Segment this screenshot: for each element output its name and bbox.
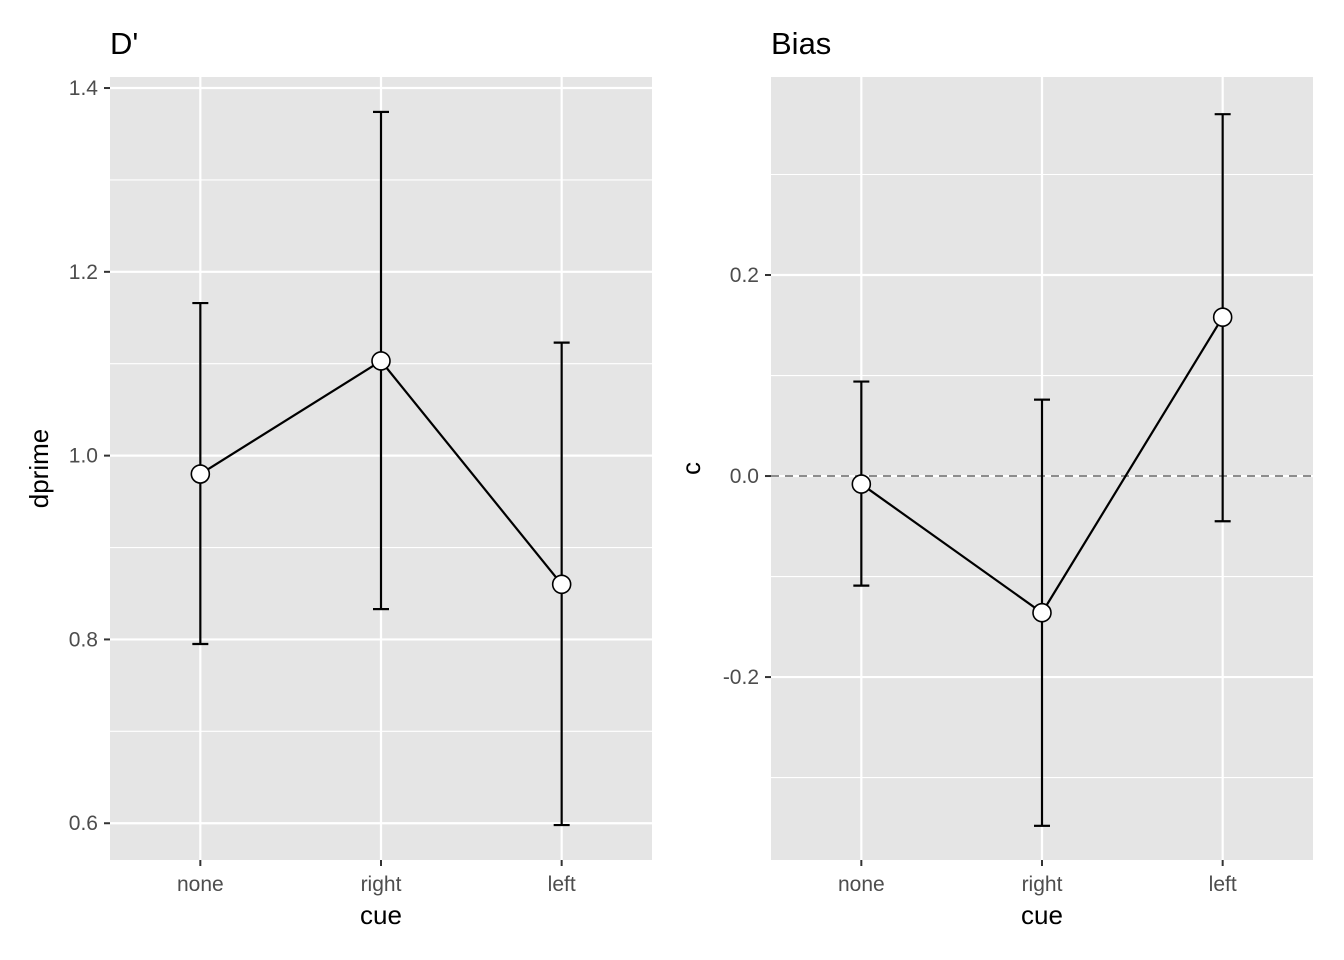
y-axis-title-dprime: dprime — [24, 429, 54, 508]
data-point-right — [1032, 602, 1052, 623]
x-tick-label-left: left — [548, 873, 576, 896]
data-point-none — [190, 464, 211, 484]
x-tick-label-left: left — [1209, 873, 1237, 896]
y-tick-label-bias: 0.0 — [730, 465, 759, 488]
y-tick-label-bias: 0.2 — [730, 264, 759, 287]
y-axis-title-bias: c — [676, 462, 706, 475]
x-tick-label-none: none — [177, 873, 224, 896]
x-tick-label-none: none — [838, 873, 885, 896]
x-axis-title-dprime: cue — [360, 900, 402, 930]
chart-title-bias: Bias — [771, 26, 831, 61]
y-tick-label-dprime: 0.6 — [69, 812, 98, 835]
data-point-left — [1212, 307, 1233, 328]
x-axis-title-bias: cue — [1021, 900, 1063, 930]
data-point-right — [371, 351, 391, 371]
data-point-left — [551, 574, 572, 595]
panel-dprime: 0.6 0.8 1.0 1.2 1.4 none right left D' cue dprime — [24, 26, 652, 930]
x-tick-label-right: right — [1022, 873, 1063, 896]
y-tick-label-dprime: 0.8 — [69, 628, 98, 651]
y-tick-label-dprime: 1.2 — [69, 261, 98, 284]
chart-title-dprime: D' — [110, 26, 138, 61]
data-point-none — [851, 474, 872, 494]
y-tick-label-dprime: 1.0 — [69, 445, 98, 468]
y-tick-label-bias: -0.2 — [723, 666, 759, 689]
y-tick-label-dprime: 1.4 — [69, 77, 99, 100]
x-tick-label-right: right — [361, 873, 402, 896]
panel-bias: -0.2 0.0 0.2 none right left Bias cue c — [676, 26, 1313, 930]
